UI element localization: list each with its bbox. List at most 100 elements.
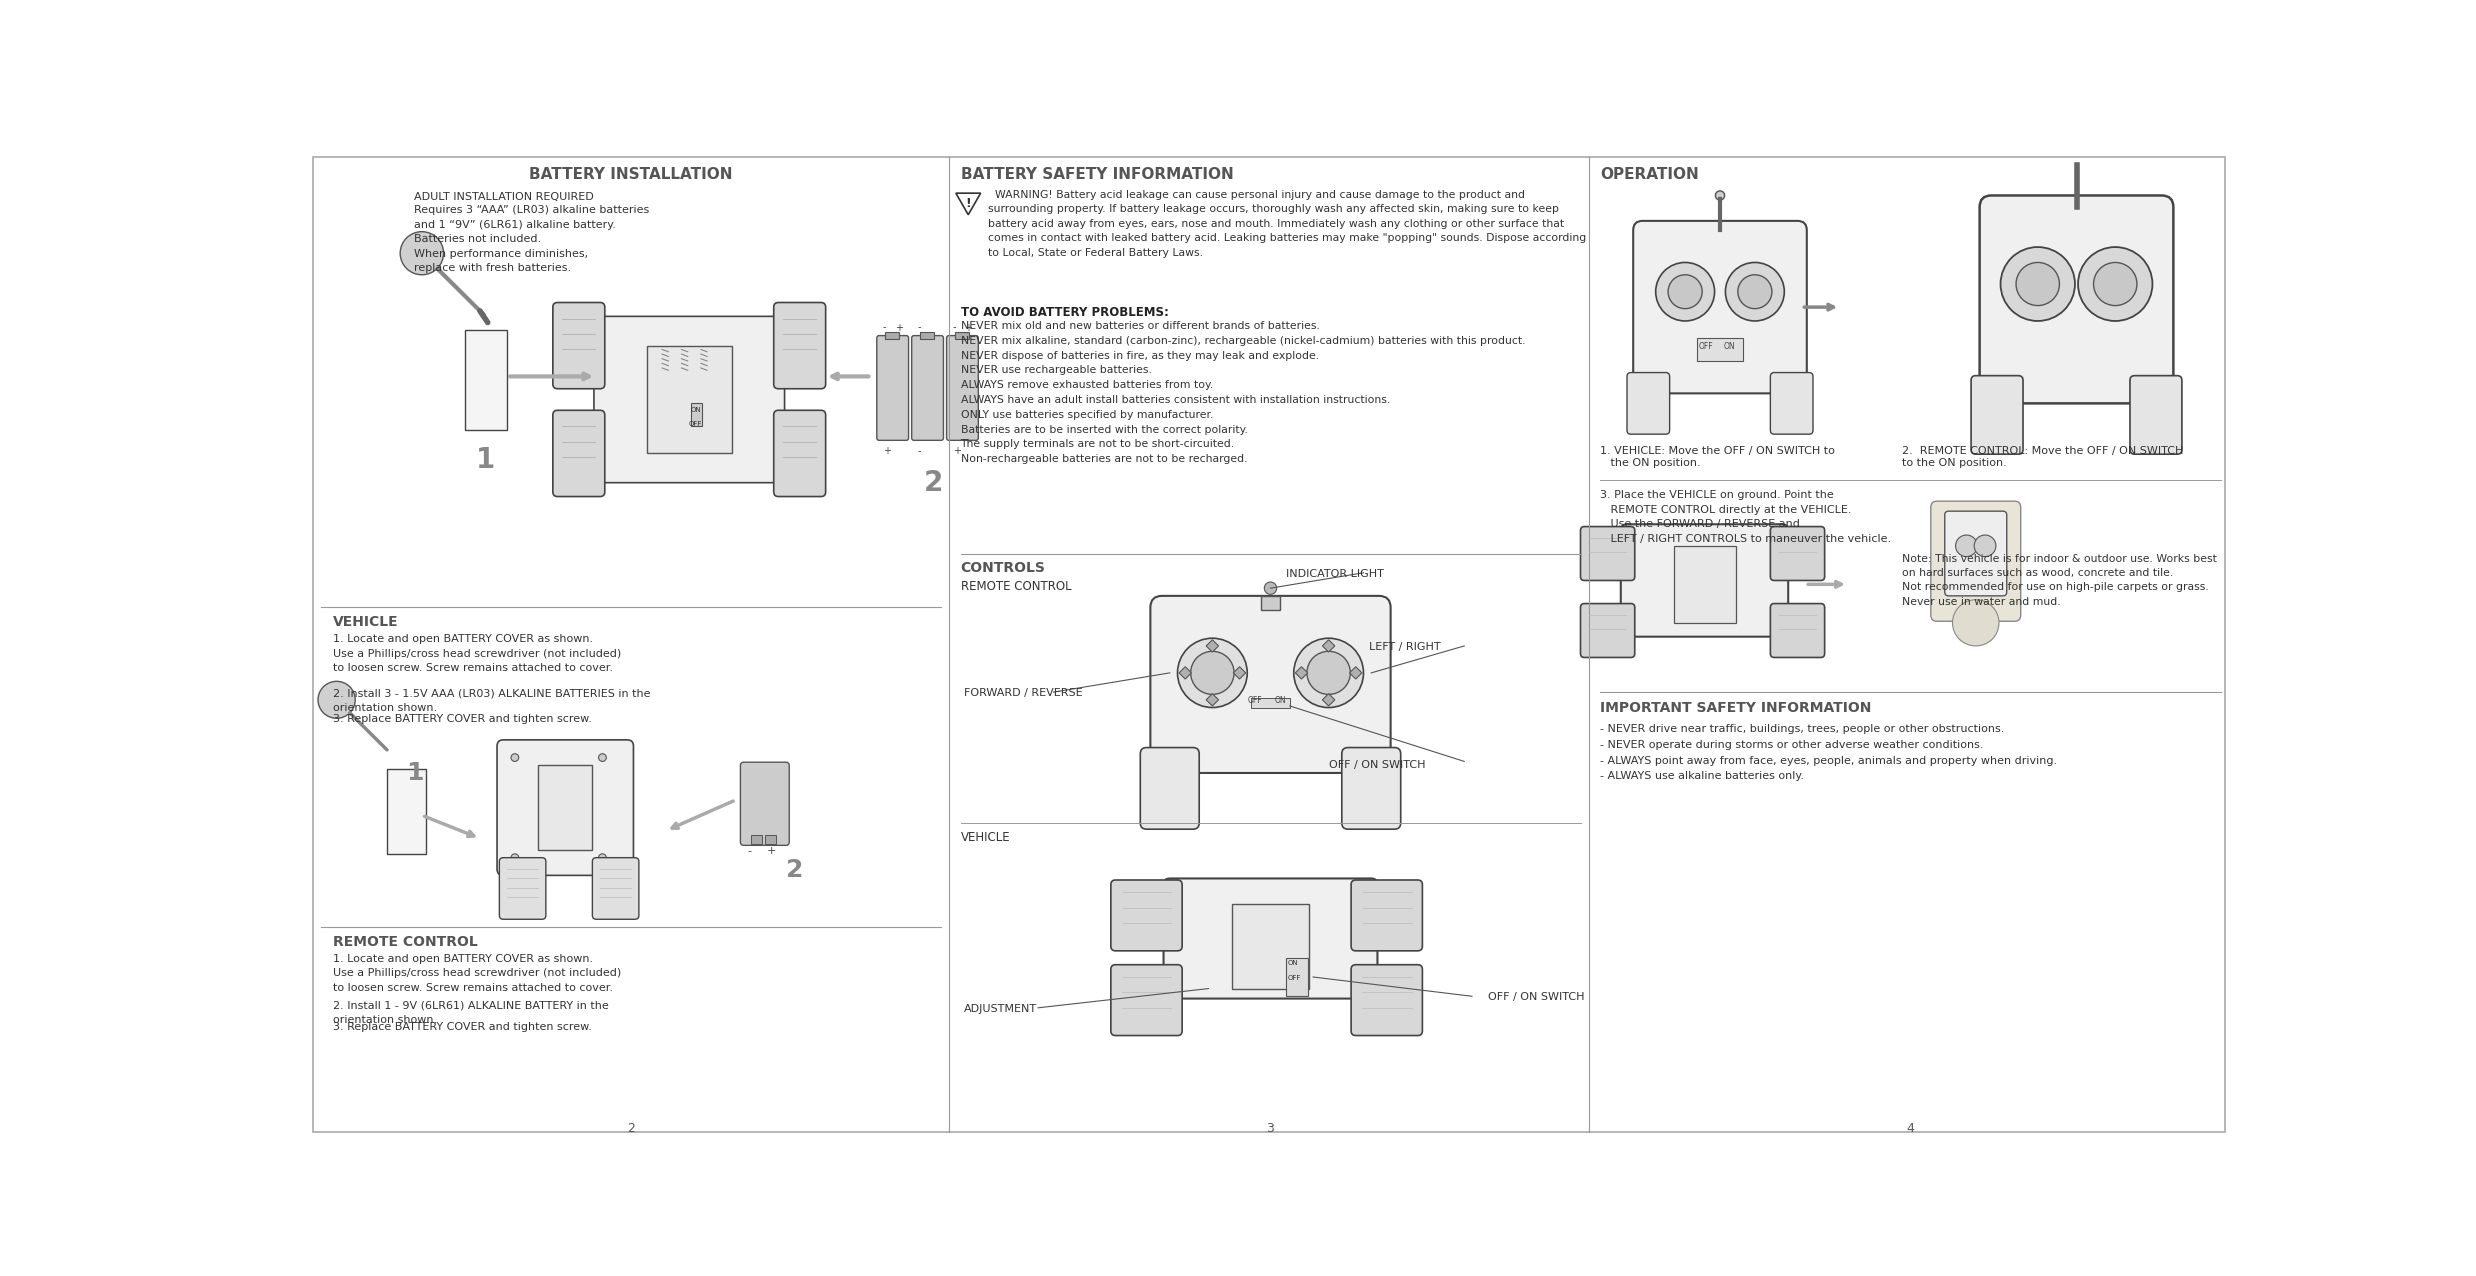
Text: 3. Place the VEHICLE on ground. Point the
   REMOTE CONTROL directly at the VEHI: 3. Place the VEHICLE on ground. Point th…: [1599, 490, 1892, 544]
FancyBboxPatch shape: [2129, 375, 2181, 454]
FancyBboxPatch shape: [1580, 604, 1634, 657]
Bar: [765, 835, 775, 843]
FancyBboxPatch shape: [1352, 880, 1421, 951]
Text: 3. Replace BATTERY COVER and tighten screw.: 3. Replace BATTERY COVER and tighten scr…: [332, 713, 592, 723]
FancyBboxPatch shape: [592, 857, 639, 919]
Polygon shape: [1349, 666, 1362, 679]
Text: ON: ON: [691, 407, 701, 413]
Bar: [1674, 546, 1736, 623]
FancyBboxPatch shape: [1770, 373, 1812, 434]
Bar: [691, 403, 701, 426]
FancyBboxPatch shape: [1112, 965, 1181, 1036]
Bar: [1231, 903, 1310, 989]
Text: NEVER mix old and new batteries or different brands of batteries.
NEVER mix alka: NEVER mix old and new batteries or diffe…: [961, 322, 1525, 464]
Text: -: -: [884, 323, 886, 333]
Circle shape: [510, 754, 520, 762]
Text: REMOTE CONTROL: REMOTE CONTROL: [961, 581, 1072, 593]
Polygon shape: [1295, 666, 1307, 679]
Circle shape: [401, 232, 443, 274]
Bar: [750, 835, 763, 843]
Circle shape: [1726, 263, 1785, 322]
Text: INDICATOR LIGHT: INDICATOR LIGHT: [1285, 569, 1384, 579]
FancyBboxPatch shape: [773, 302, 825, 389]
Text: +: +: [953, 445, 961, 456]
Text: Requires 3 “AAA” (LR03) alkaline batteries
and 1 “9V” (6LR61) alkaline battery.
: Requires 3 “AAA” (LR03) alkaline batteri…: [413, 205, 649, 273]
Text: 1. Locate and open BATTERY COVER as shown.
Use a Phillips/cross head screwdriver: 1. Locate and open BATTERY COVER as show…: [332, 634, 621, 674]
Text: 1. VEHICLE: Move the OFF / ON SWITCH to: 1. VEHICLE: Move the OFF / ON SWITCH to: [1599, 445, 1835, 456]
FancyBboxPatch shape: [594, 316, 785, 482]
Circle shape: [2001, 248, 2075, 322]
Text: 2: 2: [626, 1122, 634, 1134]
FancyBboxPatch shape: [1342, 748, 1401, 829]
Text: REMOTE CONTROL: REMOTE CONTROL: [332, 934, 478, 948]
Text: +: +: [768, 846, 775, 856]
Text: OFF: OFF: [1248, 695, 1263, 704]
Bar: [1696, 338, 1743, 361]
Text: - NEVER drive near traffic, buildings, trees, people or other obstructions.
- NE: - NEVER drive near traffic, buildings, t…: [1599, 725, 2058, 781]
Circle shape: [1956, 535, 1978, 556]
Polygon shape: [1179, 666, 1191, 679]
Circle shape: [1954, 600, 1998, 646]
Text: Note: This vehicle is for indoor & outdoor use. Works best
on hard surfaces such: Note: This vehicle is for indoor & outdo…: [1902, 554, 2216, 606]
Text: 4: 4: [1907, 1122, 1914, 1134]
FancyBboxPatch shape: [1151, 596, 1392, 773]
Polygon shape: [1206, 694, 1218, 706]
FancyBboxPatch shape: [946, 336, 978, 440]
FancyBboxPatch shape: [1112, 880, 1181, 951]
Text: 2.  REMOTE CONTROL: Move the OFF / ON SWITCH: 2. REMOTE CONTROL: Move the OFF / ON SWI…: [1902, 445, 2184, 456]
Text: -: -: [919, 323, 921, 333]
FancyBboxPatch shape: [1580, 527, 1634, 581]
Circle shape: [1307, 651, 1349, 694]
Text: FORWARD / REVERSE: FORWARD / REVERSE: [963, 688, 1082, 698]
Circle shape: [1973, 535, 1996, 556]
Circle shape: [2015, 263, 2060, 305]
Polygon shape: [1233, 666, 1245, 679]
Circle shape: [1295, 638, 1364, 707]
Text: 3. Replace BATTERY COVER and tighten screw.: 3. Replace BATTERY COVER and tighten scr…: [332, 1022, 592, 1032]
Text: OFF: OFF: [1699, 342, 1713, 351]
Bar: [646, 346, 733, 453]
Text: 1. Locate and open BATTERY COVER as shown.
Use a Phillips/cross head screwdriver: 1. Locate and open BATTERY COVER as show…: [332, 954, 621, 993]
Bar: [1285, 958, 1307, 997]
Text: BATTERY INSTALLATION: BATTERY INSTALLATION: [530, 167, 733, 182]
Circle shape: [317, 681, 354, 718]
Text: -: -: [748, 846, 750, 856]
Bar: [1260, 596, 1280, 610]
Circle shape: [599, 854, 607, 861]
Text: 2: 2: [785, 857, 805, 882]
Circle shape: [1669, 274, 1701, 309]
FancyBboxPatch shape: [1770, 527, 1825, 581]
Circle shape: [1716, 191, 1726, 200]
Text: !: !: [966, 197, 971, 211]
Text: ADJUSTMENT: ADJUSTMENT: [963, 1004, 1037, 1014]
Circle shape: [1656, 263, 1713, 322]
FancyBboxPatch shape: [1770, 604, 1825, 657]
Circle shape: [1738, 274, 1773, 309]
Text: +: +: [894, 323, 904, 333]
Circle shape: [1179, 638, 1248, 707]
Bar: [465, 330, 508, 430]
FancyBboxPatch shape: [498, 740, 634, 875]
Text: 3: 3: [1268, 1122, 1275, 1134]
Circle shape: [599, 754, 607, 762]
Text: OFF: OFF: [1288, 975, 1300, 981]
Text: ON: ON: [1288, 960, 1297, 966]
Text: 2. Install 1 - 9V (6LR61) ALKALINE BATTERY in the
orientation shown.: 2. Install 1 - 9V (6LR61) ALKALINE BATTE…: [332, 1000, 609, 1025]
FancyBboxPatch shape: [500, 857, 545, 919]
FancyBboxPatch shape: [1944, 512, 2006, 596]
FancyBboxPatch shape: [1352, 965, 1421, 1036]
Bar: [386, 769, 426, 854]
FancyBboxPatch shape: [1627, 373, 1669, 434]
FancyBboxPatch shape: [1634, 221, 1807, 393]
Text: VEHICLE: VEHICLE: [332, 615, 399, 629]
Text: TO AVOID BATTERY PROBLEMS:: TO AVOID BATTERY PROBLEMS:: [961, 305, 1169, 319]
Text: the ON position.: the ON position.: [1599, 458, 1701, 468]
Polygon shape: [1322, 694, 1335, 706]
Text: 2: 2: [924, 468, 943, 496]
Text: OFF / ON SWITCH: OFF / ON SWITCH: [1330, 760, 1426, 769]
FancyBboxPatch shape: [740, 762, 790, 845]
Bar: [886, 332, 899, 339]
Text: -: -: [919, 445, 921, 456]
Text: OPERATION: OPERATION: [1599, 167, 1699, 182]
Text: IMPORTANT SAFETY INFORMATION: IMPORTANT SAFETY INFORMATION: [1599, 702, 1872, 716]
